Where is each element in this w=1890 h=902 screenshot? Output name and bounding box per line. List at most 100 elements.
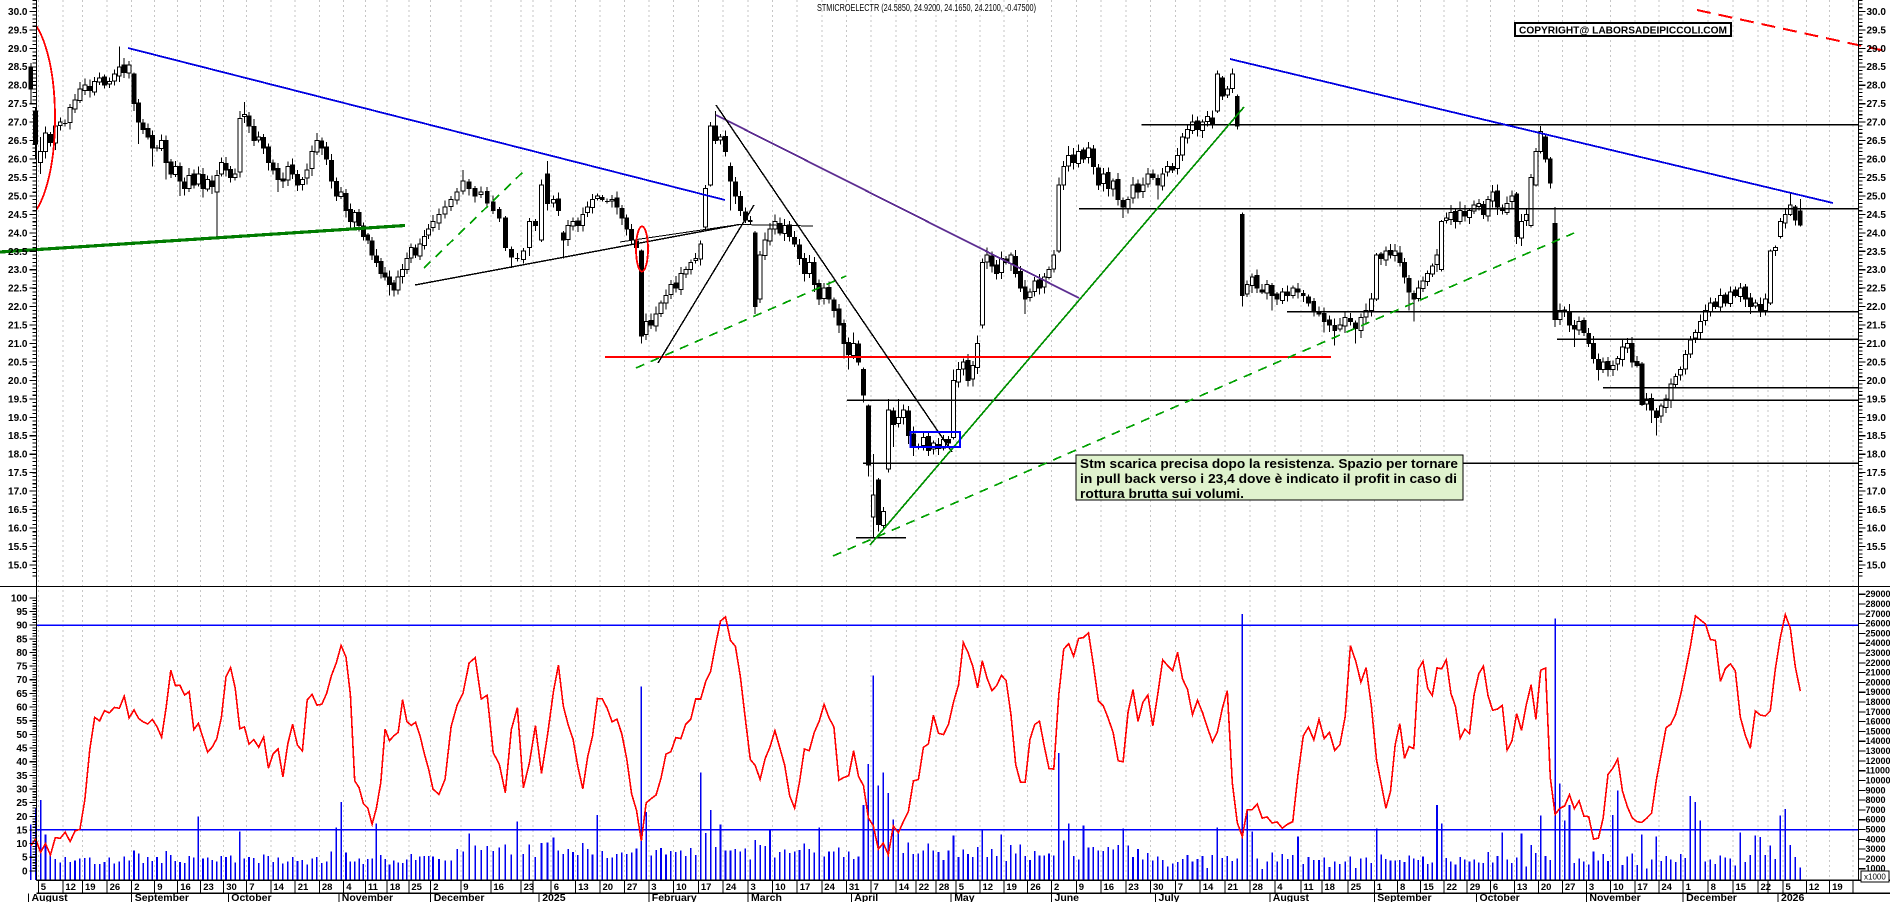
svg-text:23.5: 23.5	[8, 247, 28, 258]
svg-text:40: 40	[16, 757, 28, 768]
svg-text:10: 10	[676, 882, 687, 893]
svg-text:13: 13	[578, 882, 589, 893]
svg-text:3: 3	[751, 882, 756, 893]
svg-text:6: 6	[554, 882, 559, 893]
svg-text:16.5: 16.5	[8, 505, 28, 516]
svg-text:30: 30	[1153, 882, 1164, 893]
svg-text:22: 22	[1761, 882, 1772, 893]
svg-text:5000: 5000	[1866, 825, 1886, 835]
svg-text:5: 5	[1786, 882, 1792, 893]
svg-text:25: 25	[16, 798, 28, 809]
svg-text:23000: 23000	[1866, 648, 1890, 658]
svg-text:19: 19	[85, 882, 96, 893]
svg-text:15.5: 15.5	[1867, 542, 1887, 553]
svg-text:16: 16	[1104, 882, 1115, 893]
svg-text:25.0: 25.0	[1867, 191, 1887, 202]
svg-text:July: July	[1159, 892, 1180, 902]
svg-text:19: 19	[1832, 882, 1843, 893]
svg-text:80: 80	[16, 648, 28, 659]
svg-text:15.5: 15.5	[8, 542, 28, 553]
svg-text:22.0: 22.0	[1867, 302, 1887, 313]
svg-text:16: 16	[180, 882, 191, 893]
svg-text:22.0: 22.0	[8, 302, 28, 313]
svg-text:18.0: 18.0	[8, 450, 28, 461]
svg-text:20000: 20000	[1866, 677, 1890, 687]
svg-text:28: 28	[1252, 882, 1263, 893]
svg-text:7: 7	[1178, 882, 1183, 893]
svg-text:21.0: 21.0	[8, 339, 28, 350]
svg-text:April: April	[854, 892, 878, 902]
svg-text:20.5: 20.5	[1867, 357, 1887, 368]
svg-text:December: December	[434, 892, 485, 902]
svg-text:16.5: 16.5	[1867, 505, 1887, 516]
svg-text:27.5: 27.5	[1867, 99, 1887, 110]
svg-text:9000: 9000	[1866, 785, 1886, 795]
svg-text:16.0: 16.0	[1867, 524, 1887, 535]
svg-text:28: 28	[322, 882, 333, 893]
svg-text:23.0: 23.0	[1867, 265, 1887, 276]
svg-text:2: 2	[433, 882, 438, 893]
svg-text:25.5: 25.5	[1867, 173, 1887, 184]
svg-text:18: 18	[390, 882, 401, 893]
svg-text:22: 22	[1447, 882, 1458, 893]
svg-text:23.0: 23.0	[8, 265, 28, 276]
svg-text:11: 11	[368, 882, 379, 893]
svg-text:17.5: 17.5	[8, 468, 28, 479]
svg-text:August: August	[1273, 892, 1310, 902]
svg-text:COPYRIGHT@ LABORSADEIPICCOLI.C: COPYRIGHT@ LABORSADEIPICCOLI.COM	[1519, 25, 1727, 37]
svg-text:65: 65	[16, 689, 28, 700]
svg-text:6000: 6000	[1866, 815, 1886, 825]
svg-text:35: 35	[16, 771, 28, 782]
svg-text:26.5: 26.5	[1867, 136, 1887, 147]
svg-text:95: 95	[16, 607, 28, 618]
svg-text:21.5: 21.5	[8, 321, 28, 332]
svg-text:28.5: 28.5	[8, 62, 28, 73]
svg-text:25: 25	[1351, 882, 1362, 893]
svg-text:24.0: 24.0	[1867, 228, 1887, 239]
svg-text:23: 23	[203, 882, 214, 893]
svg-text:16: 16	[493, 882, 504, 893]
svg-text:15: 15	[1423, 882, 1434, 893]
svg-text:60: 60	[16, 703, 28, 714]
svg-text:May: May	[954, 892, 975, 902]
svg-text:17.0: 17.0	[1867, 487, 1887, 498]
svg-text:8: 8	[1711, 882, 1716, 893]
svg-text:19.0: 19.0	[1867, 413, 1887, 424]
svg-text:1: 1	[1377, 882, 1383, 893]
svg-text:September: September	[1377, 892, 1431, 902]
svg-text:26: 26	[1030, 882, 1041, 893]
svg-text:15.0: 15.0	[1867, 560, 1887, 571]
svg-text:29000: 29000	[1866, 589, 1890, 599]
svg-text:27.0: 27.0	[8, 118, 28, 129]
svg-text:22: 22	[919, 882, 930, 893]
svg-text:3000: 3000	[1866, 844, 1886, 854]
svg-text:20.0: 20.0	[8, 376, 28, 387]
svg-text:19.5: 19.5	[1867, 394, 1887, 405]
svg-text:September: September	[135, 892, 189, 902]
svg-text:26.0: 26.0	[1867, 155, 1887, 166]
svg-text:23: 23	[524, 882, 535, 893]
svg-text:19.0: 19.0	[8, 413, 28, 424]
svg-text:11000: 11000	[1866, 766, 1890, 776]
svg-text:90: 90	[16, 621, 28, 632]
svg-text:October: October	[1480, 892, 1520, 902]
svg-text:4: 4	[1277, 882, 1283, 893]
svg-text:11: 11	[1304, 882, 1315, 893]
svg-text:55: 55	[16, 716, 28, 727]
svg-text:24.0: 24.0	[8, 228, 28, 239]
svg-text:22.5: 22.5	[8, 284, 28, 295]
svg-text:28.0: 28.0	[1867, 81, 1887, 92]
svg-text:5: 5	[959, 882, 965, 893]
svg-text:100: 100	[11, 593, 28, 604]
svg-text:August: August	[32, 892, 69, 902]
svg-text:19: 19	[1006, 882, 1017, 893]
svg-text:27.0: 27.0	[1867, 118, 1887, 129]
svg-text:19000: 19000	[1866, 687, 1890, 697]
svg-text:26.5: 26.5	[8, 136, 28, 147]
svg-text:27: 27	[1565, 882, 1576, 893]
svg-text:14: 14	[273, 882, 284, 893]
svg-text:18.0: 18.0	[1867, 450, 1887, 461]
svg-text:17.5: 17.5	[1867, 468, 1887, 479]
svg-text:21: 21	[298, 882, 309, 893]
svg-text:9: 9	[463, 882, 468, 893]
